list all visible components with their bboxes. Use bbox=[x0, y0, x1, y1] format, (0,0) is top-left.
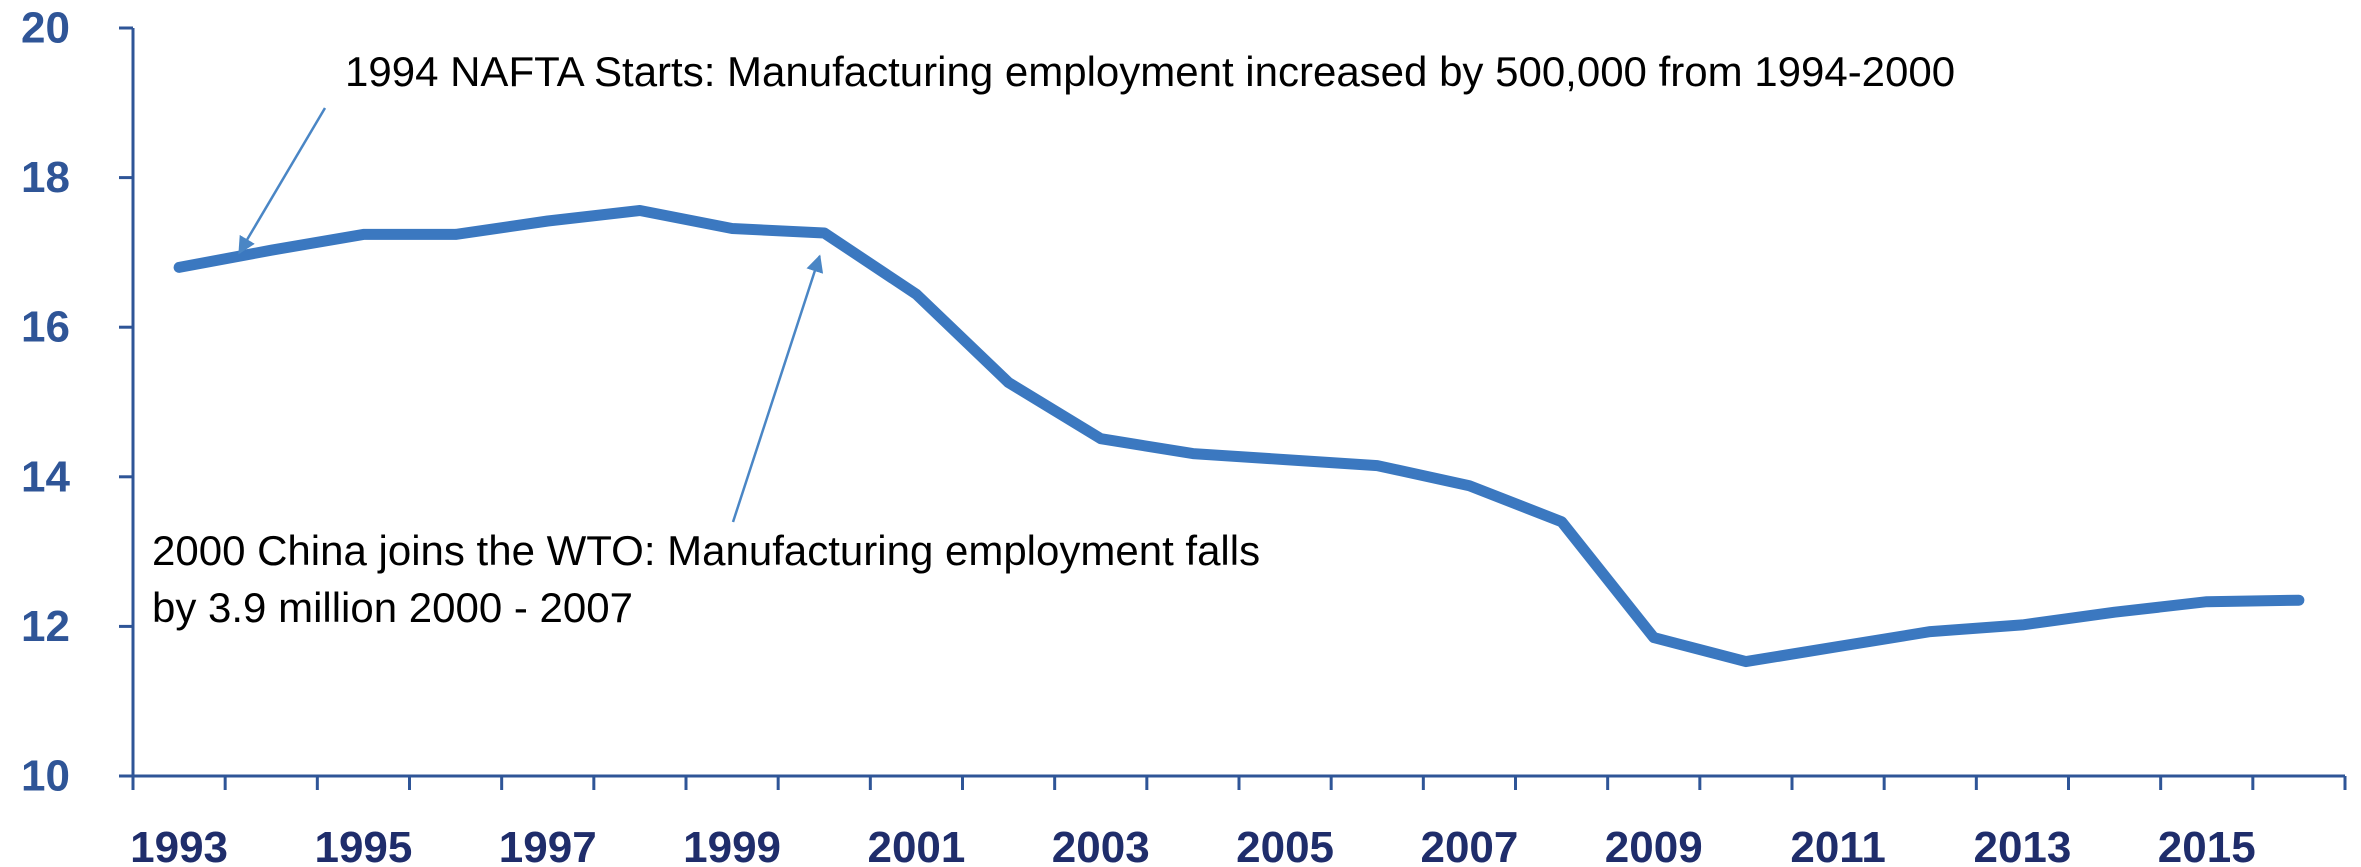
wto-annotation-text-line-1: 2000 China joins the WTO: Manufacturing … bbox=[152, 527, 1260, 574]
x-tick-label: 1999 bbox=[683, 823, 781, 867]
x-tick-label: 1997 bbox=[499, 823, 597, 867]
series-group bbox=[173, 205, 2305, 668]
x-tick-label: 2005 bbox=[1236, 823, 1334, 867]
wto-annotation-arrow bbox=[731, 254, 824, 523]
y-tick-label: 18 bbox=[21, 153, 70, 202]
wto-annotation-text-line-2: by 3.9 million 2000 - 2007 bbox=[152, 584, 633, 631]
x-axis-ticks: 1993 1995 1997 1999 2001 2003 2005 2007 2009 2011… bbox=[130, 776, 2347, 867]
x-tick-label: 2013 bbox=[1973, 823, 2071, 867]
nafta-annotation-text: 1994 NAFTA Starts: Manufacturing employm… bbox=[345, 48, 1955, 95]
x-tick-label: 2001 bbox=[867, 823, 965, 867]
x-tick-label: 2011 bbox=[1790, 823, 1885, 867]
y-tick-label: 16 bbox=[21, 303, 70, 352]
y-tick-label: 20 bbox=[21, 4, 70, 53]
x-tick-label: 2003 bbox=[1052, 823, 1150, 867]
x-tick-label: 1993 bbox=[130, 823, 228, 867]
x-tick-label: 2015 bbox=[2158, 823, 2256, 867]
x-tick-label: 1995 bbox=[314, 823, 412, 867]
y-tick-label: 12 bbox=[21, 602, 70, 651]
series-line bbox=[173, 205, 2305, 668]
y-axis-ticks: 10 12 14 16 18 20 bbox=[21, 4, 133, 801]
x-tick-label: 2007 bbox=[1420, 823, 1518, 867]
x-tick-label: 2009 bbox=[1605, 823, 1703, 867]
y-tick-label: 10 bbox=[21, 752, 70, 801]
annotations-group: 1994 NAFTA Starts: Manufacturing employm… bbox=[152, 48, 1955, 631]
nafta-annotation-arrow bbox=[238, 107, 327, 255]
axes bbox=[131, 28, 2345, 778]
y-tick-label: 14 bbox=[21, 452, 70, 501]
